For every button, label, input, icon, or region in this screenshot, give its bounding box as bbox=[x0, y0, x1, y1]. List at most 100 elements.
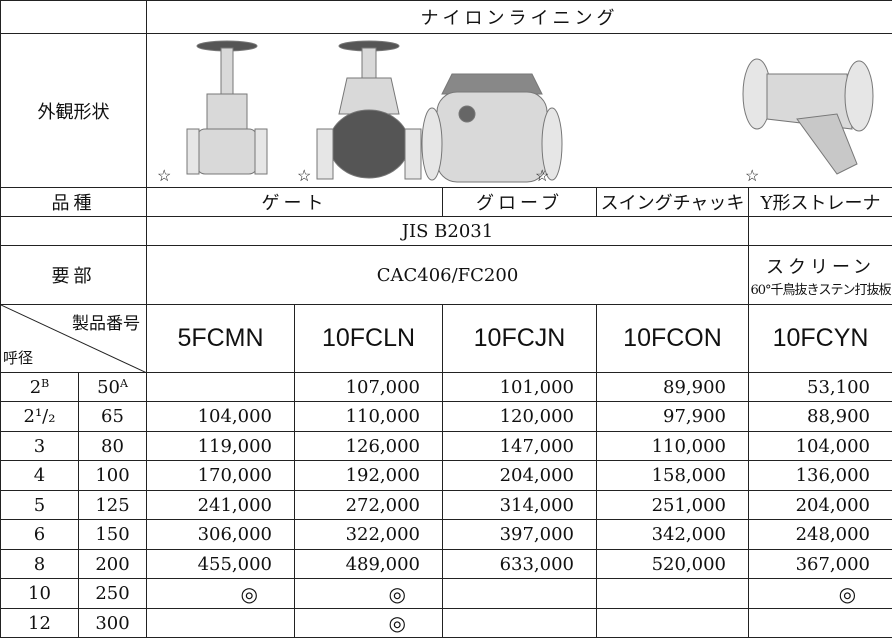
star: ☆ bbox=[745, 166, 759, 185]
price: 110,000 bbox=[652, 436, 726, 457]
price-cell: 314,000 bbox=[443, 491, 597, 520]
price-cell: 88,900 bbox=[749, 402, 892, 432]
price-cell: 322,000 bbox=[295, 520, 443, 550]
price-cell: 104,000 bbox=[147, 402, 295, 432]
price-cell: 136,000 bbox=[749, 461, 892, 491]
price: 251,000 bbox=[652, 495, 726, 516]
mm: 50 bbox=[97, 377, 120, 398]
price: 204,000 bbox=[500, 465, 574, 486]
inch: 10 bbox=[28, 583, 51, 604]
product-code: 10FCJN bbox=[443, 305, 597, 373]
mm-unit: A bbox=[120, 377, 128, 390]
price-cell bbox=[749, 609, 892, 638]
price: 158,000 bbox=[652, 465, 726, 486]
price-cell: 120,000 bbox=[443, 402, 597, 432]
price: 633,000 bbox=[500, 554, 574, 575]
mm: 100 bbox=[95, 465, 129, 486]
inch: 2 bbox=[30, 377, 41, 398]
main-part-material: CAC406/FC200 bbox=[147, 246, 749, 305]
price-cell: 101,000 bbox=[443, 373, 597, 402]
price-cell bbox=[147, 373, 295, 402]
price-cell: ◎ bbox=[147, 579, 295, 609]
price: 88,900 bbox=[807, 406, 870, 427]
price-cell: 204,000 bbox=[749, 491, 892, 520]
price-cell: 489,000 bbox=[295, 550, 443, 579]
size-mm: 50A bbox=[79, 373, 147, 402]
price-cell bbox=[443, 579, 597, 609]
price-cell: 104,000 bbox=[749, 432, 892, 461]
price: ◎ bbox=[389, 582, 406, 606]
price-cell: 520,000 bbox=[597, 550, 749, 579]
corner-bottom: 呼径 bbox=[3, 347, 33, 368]
price-cell: 147,000 bbox=[443, 432, 597, 461]
price-cell: 272,000 bbox=[295, 491, 443, 520]
price-cell: ◎ bbox=[749, 579, 892, 609]
price: 455,000 bbox=[198, 554, 272, 575]
inch-unit: B bbox=[41, 377, 49, 390]
price-cell: 397,000 bbox=[443, 520, 597, 550]
price-cell: 241,000 bbox=[147, 491, 295, 520]
price: 119,000 bbox=[198, 436, 272, 457]
price-cell: 306,000 bbox=[147, 520, 295, 550]
blank-cell bbox=[749, 217, 892, 246]
size-mm: 250 bbox=[79, 579, 147, 609]
size-mm: 80 bbox=[79, 432, 147, 461]
price: 192,000 bbox=[346, 465, 420, 486]
price: 520,000 bbox=[652, 554, 726, 575]
size-mm: 125 bbox=[79, 491, 147, 520]
price: 367,000 bbox=[796, 554, 870, 575]
price-cell: 192,000 bbox=[295, 461, 443, 491]
price: 104,000 bbox=[796, 436, 870, 457]
price: 397,000 bbox=[500, 524, 574, 545]
price-cell: ◎ bbox=[295, 579, 443, 609]
price-cell: 119,000 bbox=[147, 432, 295, 461]
main-part-label: 要部 bbox=[1, 246, 147, 305]
screen: スクリーン bbox=[766, 257, 875, 278]
price: ◎ bbox=[839, 582, 856, 606]
mm: 80 bbox=[101, 436, 124, 457]
price: 120,000 bbox=[500, 406, 574, 427]
star: ☆ bbox=[535, 166, 549, 185]
price: 147,000 bbox=[500, 436, 574, 457]
mm: 300 bbox=[95, 613, 129, 634]
price-cell: 367,000 bbox=[749, 550, 892, 579]
data-row: 10 250 ◎ ◎ ◎ bbox=[1, 579, 892, 609]
star: ☆ bbox=[297, 166, 311, 185]
price-cell: 251,000 bbox=[597, 491, 749, 520]
standard: JIS B2031 bbox=[147, 217, 749, 246]
size-inch: 12 bbox=[1, 609, 79, 638]
price: ◎ bbox=[241, 582, 258, 606]
price-cell: 170,000 bbox=[147, 461, 295, 491]
price: 53,100 bbox=[807, 377, 870, 398]
price: 110,000 bbox=[346, 406, 420, 427]
price-cell: 633,000 bbox=[443, 550, 597, 579]
size-inch: 4 bbox=[1, 461, 79, 491]
inch: 3 bbox=[34, 436, 45, 457]
valve-images bbox=[147, 34, 892, 188]
inch: 6 bbox=[34, 524, 45, 545]
size-mm: 65 bbox=[79, 402, 147, 432]
price-cell bbox=[443, 609, 597, 638]
price: 272,000 bbox=[346, 495, 420, 516]
price-cell: 89,900 bbox=[597, 373, 749, 402]
star: ☆ bbox=[157, 166, 171, 185]
size-inch: 2B bbox=[1, 373, 79, 402]
kind: ゲート bbox=[147, 188, 443, 217]
mm: 125 bbox=[95, 495, 129, 516]
price: 170,000 bbox=[198, 465, 272, 486]
inch: 2¹/₂ bbox=[24, 406, 56, 427]
price: 322,000 bbox=[346, 524, 420, 545]
price-cell bbox=[597, 609, 749, 638]
price: 101,000 bbox=[500, 377, 574, 398]
size-mm: 150 bbox=[79, 520, 147, 550]
screen-note: 60°千鳥抜きステン打抜板 bbox=[749, 279, 892, 298]
size-mm: 200 bbox=[79, 550, 147, 579]
price-cell: 158,000 bbox=[597, 461, 749, 491]
mm: 65 bbox=[101, 406, 124, 427]
